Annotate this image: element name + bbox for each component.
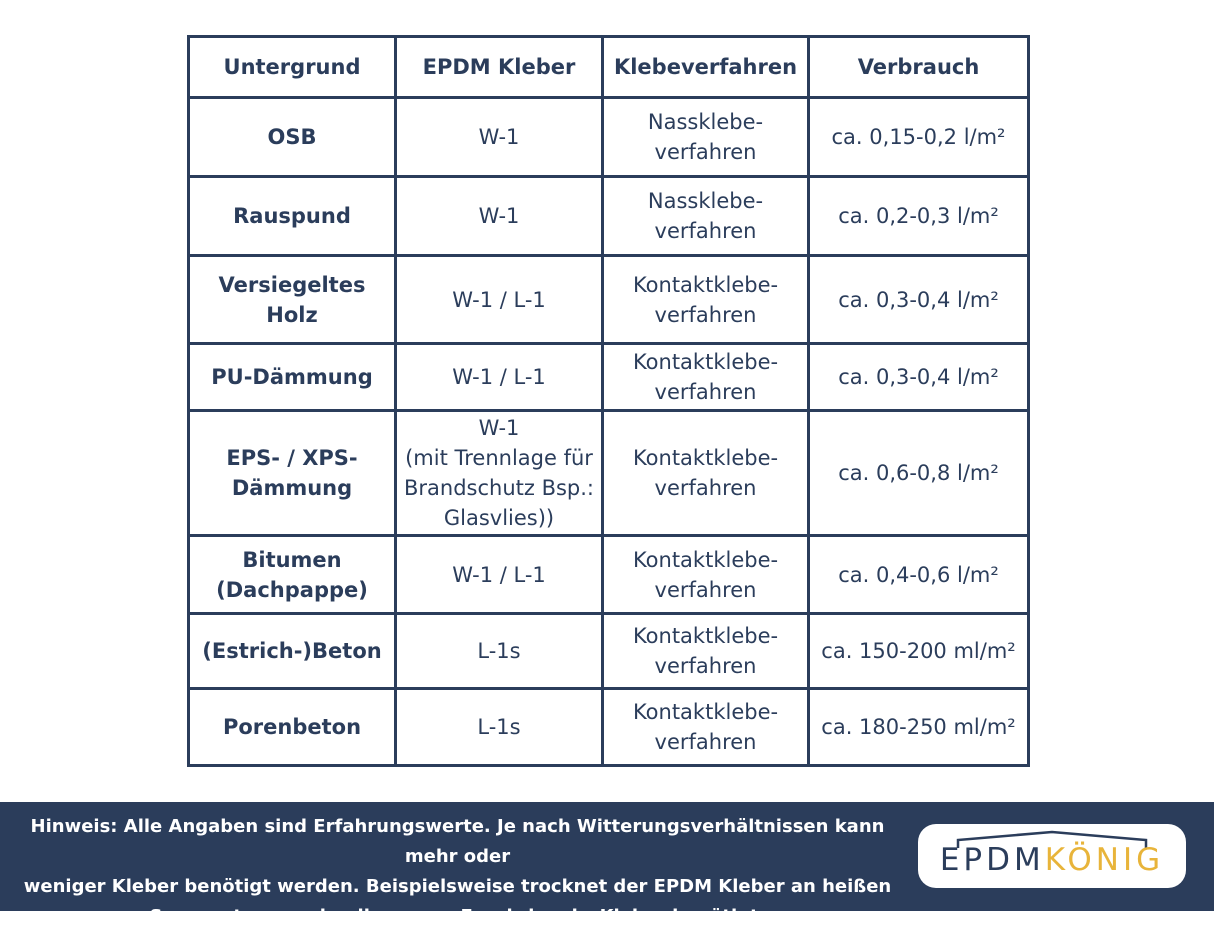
cell-kleber: W-1 bbox=[394, 175, 604, 257]
adhesive-table: Untergrund EPDM Kleber Klebeverfahren Ve… bbox=[187, 35, 1030, 767]
cell-kleber: W-1 / L-1 bbox=[394, 254, 604, 345]
table-row: Versiegeltes Holz W-1 / L-1 Kontaktklebe… bbox=[187, 254, 1030, 345]
table-header-row: Untergrund EPDM Kleber Klebeverfahren Ve… bbox=[187, 35, 1030, 99]
cell-kleber: W-1 / L-1 bbox=[394, 534, 604, 615]
cell-verbrauch: ca. 0,3-0,4 l/m² bbox=[807, 342, 1030, 412]
cell-kleber: W-1 (mit Trennlage für Brandschutz Bsp.:… bbox=[394, 409, 604, 537]
cell-verbrauch: ca. 0,3-0,4 l/m² bbox=[807, 254, 1030, 345]
cell-verfahren: Nassklebe- verfahren bbox=[601, 175, 810, 257]
cell-verfahren: Kontaktklebe- verfahren bbox=[601, 534, 810, 615]
header-epdm-kleber: EPDM Kleber bbox=[394, 35, 604, 99]
cell-verbrauch: ca. 180-250 ml/m² bbox=[807, 687, 1030, 767]
logo-text-epdm: EPDM bbox=[939, 842, 1045, 878]
cell-verbrauch: ca. 0,15-0,2 l/m² bbox=[807, 96, 1030, 178]
cell-untergrund: Versiegeltes Holz bbox=[187, 254, 397, 345]
table-row: (Estrich-)Beton L-1s Kontaktklebe- verfa… bbox=[187, 612, 1030, 690]
header-klebeverfahren: Klebeverfahren bbox=[601, 35, 810, 99]
table-row: PU-Dämmung W-1 / L-1 Kontaktklebe- verfa… bbox=[187, 342, 1030, 412]
table-row: Bitumen (Dachpappe) W-1 / L-1 Kontaktkle… bbox=[187, 534, 1030, 615]
cell-untergrund: Porenbeton bbox=[187, 687, 397, 767]
roof-icon bbox=[956, 830, 1148, 848]
cell-verfahren: Kontaktklebe- verfahren bbox=[601, 342, 810, 412]
cell-verbrauch: ca. 0,6-0,8 l/m² bbox=[807, 409, 1030, 537]
header-verbrauch: Verbrauch bbox=[807, 35, 1030, 99]
cell-untergrund: Bitumen (Dachpappe) bbox=[187, 534, 397, 615]
cell-verbrauch: ca. 0,2-0,3 l/m² bbox=[807, 175, 1030, 257]
cell-kleber: L-1s bbox=[394, 612, 604, 690]
brand-logo: EPDMKÖNIG bbox=[918, 824, 1186, 888]
cell-verbrauch: ca. 0,4-0,6 l/m² bbox=[807, 534, 1030, 615]
cell-untergrund: (Estrich-)Beton bbox=[187, 612, 397, 690]
adhesive-table-container: Untergrund EPDM Kleber Klebeverfahren Ve… bbox=[187, 35, 1030, 767]
header-untergrund: Untergrund bbox=[187, 35, 397, 99]
table-row: Porenbeton L-1s Kontaktklebe- verfahren … bbox=[187, 687, 1030, 767]
footer-banner: Hinweis: Alle Angaben sind Erfahrungswer… bbox=[0, 802, 1214, 927]
cell-kleber: W-1 / L-1 bbox=[394, 342, 604, 412]
cell-untergrund: EPS- / XPS- Dämmung bbox=[187, 409, 397, 537]
table-row: Rauspund W-1 Nassklebe- verfahren ca. 0,… bbox=[187, 175, 1030, 257]
cell-verfahren: Kontaktklebe- verfahren bbox=[601, 409, 810, 537]
cell-verfahren: Kontaktklebe- verfahren bbox=[601, 687, 810, 767]
cell-verfahren: Kontaktklebe- verfahren bbox=[601, 612, 810, 690]
footer-note: Hinweis: Alle Angaben sind Erfahrungswer… bbox=[23, 816, 892, 927]
cell-verfahren: Nassklebe- verfahren bbox=[601, 96, 810, 178]
cell-untergrund: Rauspund bbox=[187, 175, 397, 257]
cell-kleber: L-1s bbox=[394, 687, 604, 767]
table-row: OSB W-1 Nassklebe- verfahren ca. 0,15-0,… bbox=[187, 96, 1030, 178]
cell-untergrund: OSB bbox=[187, 96, 397, 178]
cell-kleber: W-1 bbox=[394, 96, 604, 178]
cell-verfahren: Kontaktklebe- verfahren bbox=[601, 254, 810, 345]
table-row: EPS- / XPS- Dämmung W-1 (mit Trennlage f… bbox=[187, 409, 1030, 537]
logo-text-koenig: KÖNIG bbox=[1044, 842, 1165, 878]
logo-wordmark: EPDMKÖNIG bbox=[918, 842, 1186, 878]
cell-verbrauch: ca. 150-200 ml/m² bbox=[807, 612, 1030, 690]
cell-untergrund: PU-Dämmung bbox=[187, 342, 397, 412]
